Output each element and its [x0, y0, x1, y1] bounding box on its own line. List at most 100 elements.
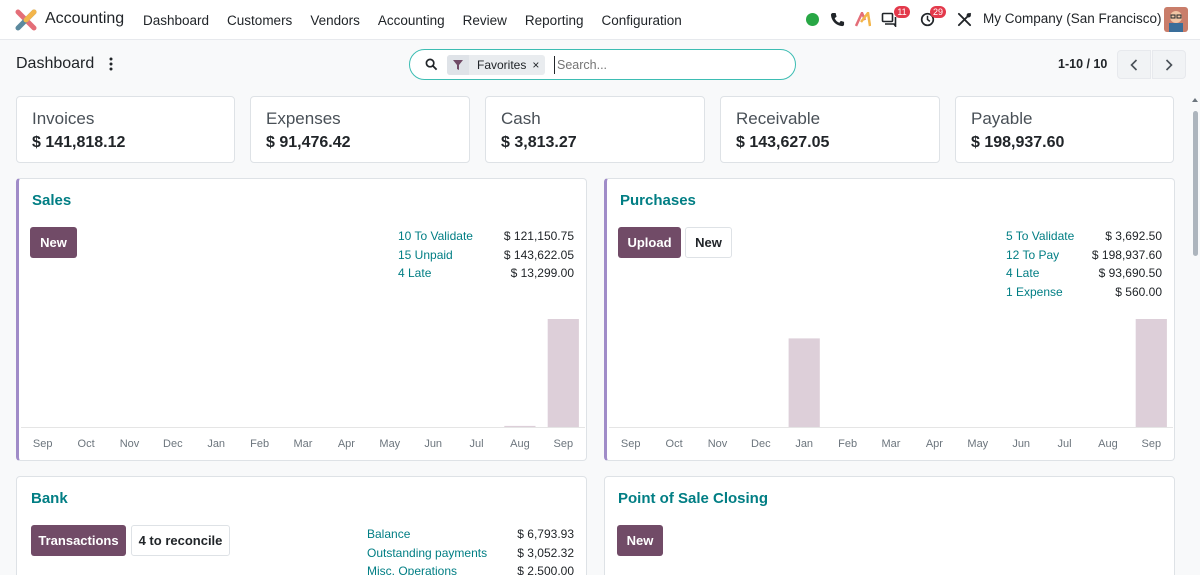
- chart-tick-label: Sep: [554, 438, 574, 450]
- menu-dashboard[interactable]: Dashboard: [143, 12, 210, 28]
- chart-bar[interactable]: [504, 425, 536, 427]
- stat-value: $ 198,937.60: [971, 134, 1065, 151]
- chart-tick-label: Jul: [469, 438, 483, 450]
- purchases-bar-chart[interactable]: Sep Oct Nov Dec Jan Feb Mar Apr May Jun Jul Aug Sep: [607, 309, 1175, 459]
- pager-previous-button[interactable]: [1117, 50, 1151, 79]
- chart-bar[interactable]: [788, 338, 820, 427]
- search-icon[interactable]: [425, 58, 438, 71]
- chart-bar[interactable]: [547, 319, 579, 427]
- page-title: Dashboard: [16, 55, 95, 72]
- company-switcher[interactable]: My Company (San Francisco): [983, 11, 1162, 26]
- menu-customers[interactable]: Customers: [227, 12, 293, 28]
- presence-status-icon[interactable]: [806, 13, 819, 26]
- kpi-value: $ 560.00: [1115, 285, 1162, 299]
- ai-assistant-icon[interactable]: [855, 12, 871, 27]
- menu-accounting[interactable]: Accounting: [377, 12, 445, 28]
- card-title[interactable]: Sales: [32, 192, 72, 209]
- stat-card-receivable[interactable]: Receivable $ 143,627.05: [720, 96, 940, 163]
- pager-next-button[interactable]: [1152, 50, 1186, 79]
- kpi-label[interactable]: 1 Expense: [1006, 285, 1063, 299]
- stat-label: Receivable: [736, 109, 821, 128]
- chart-tick-label: Jul: [1057, 438, 1071, 450]
- chart-tick-label: Apr: [338, 438, 355, 450]
- chart-tick-label: Apr: [926, 438, 943, 450]
- scrollbar-thumb[interactable]: [1193, 111, 1198, 256]
- card-title[interactable]: Bank: [31, 490, 68, 507]
- pos-new-button[interactable]: New: [617, 525, 663, 556]
- kpi-label[interactable]: 4 Late: [398, 266, 432, 280]
- menu-configuration[interactable]: Configuration: [601, 12, 682, 28]
- search-input[interactable]: [554, 56, 784, 74]
- chart-tick-label: Oct: [666, 438, 683, 450]
- stat-label: Expenses: [266, 109, 341, 128]
- menu-vendors[interactable]: Vendors: [310, 12, 360, 28]
- chart-tick-label: Aug: [1098, 438, 1118, 450]
- main-menu: Dashboard Customers Vendors Accounting R…: [134, 0, 691, 40]
- bank-reconcile-button[interactable]: 4 to reconcile: [131, 525, 230, 556]
- kpi-value: $ 198,937.60: [1091, 248, 1162, 262]
- stat-value: $ 141,818.12: [32, 134, 126, 151]
- sales-bar-chart[interactable]: Sep Oct Nov Dec Jan Feb Mar Apr May Jun Jul Aug Sep: [19, 309, 587, 459]
- stat-label: Cash: [501, 109, 541, 128]
- chart-tick-label: Sep: [621, 438, 641, 450]
- chart-tick-label: Nov: [120, 438, 140, 450]
- stat-card-payable[interactable]: Payable $ 198,937.60: [955, 96, 1174, 163]
- user-avatar[interactable]: [1164, 7, 1188, 32]
- stat-value: $ 3,813.27: [501, 134, 577, 151]
- chart-tick-label: Dec: [163, 438, 183, 450]
- purchases-new-button[interactable]: New: [685, 227, 732, 258]
- chart-tick-label: Jan: [207, 438, 225, 450]
- kpi-label[interactable]: Misc. Operations: [367, 564, 458, 575]
- chart-tick-label: Oct: [78, 438, 95, 450]
- kebab-menu-icon[interactable]: [106, 56, 116, 72]
- chart-bar[interactable]: [1135, 319, 1167, 427]
- stat-value: $ 91,476.42: [266, 134, 351, 151]
- chart-tick-label: Feb: [250, 438, 269, 450]
- purchases-upload-button[interactable]: Upload: [618, 227, 681, 258]
- accounting-app-icon[interactable]: [15, 9, 37, 31]
- activity-clock-icon[interactable]: [920, 12, 935, 27]
- chart-tick-label: Mar: [294, 438, 313, 450]
- pos-journal-card: Point of Sale Closing New: [604, 476, 1175, 575]
- chart-tick-label: Jun: [424, 438, 442, 450]
- kpi-value: $ 13,299.00: [510, 266, 574, 280]
- kpi-label[interactable]: 12 To Pay: [1006, 248, 1060, 262]
- card-title[interactable]: Point of Sale Closing: [618, 490, 769, 507]
- card-title[interactable]: Purchases: [620, 192, 696, 209]
- kpi-label[interactable]: Outstanding payments: [367, 546, 488, 560]
- app-name[interactable]: Accounting: [45, 10, 125, 27]
- kpi-value: $ 143,622.05: [503, 248, 574, 262]
- kpi-value: $ 3,692.50: [1105, 229, 1162, 243]
- chevron-left-icon: [1130, 58, 1138, 71]
- sales-new-button[interactable]: New: [30, 227, 77, 258]
- stat-card-invoices[interactable]: Invoices $ 141,818.12: [16, 96, 235, 163]
- kpi-label[interactable]: Balance: [367, 527, 411, 541]
- messages-icon[interactable]: [881, 12, 897, 27]
- scroll-up-arrow-icon[interactable]: [1192, 98, 1198, 102]
- stat-card-expenses[interactable]: Expenses $ 91,476.42: [250, 96, 470, 163]
- filter-icon: [447, 55, 469, 75]
- facet-remove-icon[interactable]: ×: [532, 58, 540, 72]
- chart-tick-label: Sep: [33, 438, 53, 450]
- chart-tick-label: Aug: [510, 438, 530, 450]
- kpi-label[interactable]: 15 Unpaid: [398, 248, 453, 262]
- stat-label: Invoices: [32, 109, 95, 128]
- bank-transactions-button[interactable]: Transactions: [31, 525, 126, 556]
- phone-icon[interactable]: [830, 12, 845, 27]
- kpi-label[interactable]: 10 To Validate: [398, 229, 473, 243]
- menu-review[interactable]: Review: [462, 12, 507, 28]
- stat-card-cash[interactable]: Cash $ 3,813.27: [485, 96, 705, 163]
- chart-tick-label: Sep: [1142, 438, 1162, 450]
- stat-value: $ 143,627.05: [736, 134, 830, 151]
- chart-tick-label: May: [379, 438, 400, 450]
- kpi-label[interactable]: 4 Late: [1006, 266, 1040, 280]
- kpi-value: $ 93,690.50: [1098, 266, 1162, 280]
- activities-badge: 29: [930, 6, 947, 18]
- menu-reporting[interactable]: Reporting: [524, 12, 584, 28]
- bank-journal-card: Bank Transactions 4 to reconcile Balance…: [16, 476, 587, 575]
- kpi-value: $ 6,793.93: [517, 527, 574, 541]
- pager-value[interactable]: 1-10 / 10: [1058, 57, 1108, 71]
- debug-tools-icon[interactable]: [957, 12, 972, 27]
- purchases-journal-card: Purchases Upload New 5 To Validate $ 3,6…: [604, 178, 1175, 461]
- kpi-label[interactable]: 5 To Validate: [1006, 229, 1075, 243]
